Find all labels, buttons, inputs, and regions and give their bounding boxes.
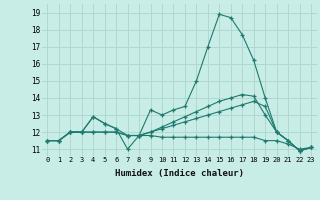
X-axis label: Humidex (Indice chaleur): Humidex (Indice chaleur) bbox=[115, 169, 244, 178]
